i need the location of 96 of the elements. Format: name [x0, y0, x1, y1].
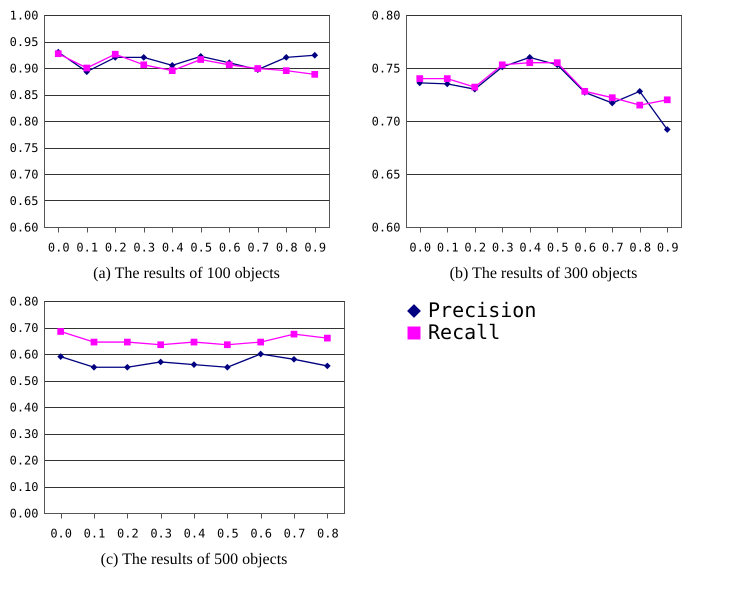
y-tick-label: 0.80	[372, 8, 400, 22]
point	[90, 364, 98, 371]
point	[282, 67, 290, 74]
point	[290, 330, 298, 338]
point	[416, 75, 424, 82]
x-tick-label: 0.2	[104, 240, 127, 254]
text: (c) The results of 500 objects	[100, 551, 288, 568]
x-tick-label: 0.0	[50, 526, 72, 540]
point	[124, 364, 131, 371]
x-tick-label: 0.5	[546, 240, 569, 254]
text: (b) The results of 300 objects	[450, 265, 638, 282]
point	[257, 350, 264, 358]
point	[157, 358, 164, 366]
x-tick-label: 0.5	[190, 240, 212, 254]
x-tick-label: 0.9	[656, 240, 679, 254]
point	[636, 88, 644, 95]
x-tick-label: 0.2	[116, 526, 139, 540]
x-tick-label: 0.3	[150, 526, 172, 540]
point	[498, 61, 506, 68]
x-tick-label: 0.4	[162, 240, 184, 254]
x-tick-label: 0.1	[436, 240, 459, 254]
x-tick-label: 0.6	[250, 526, 272, 540]
y-tick-label: 0.50	[10, 374, 38, 388]
y-tick-label: 0.60	[10, 348, 38, 362]
x-tick-label: 0.7	[602, 240, 624, 254]
y-tick-label: 1.00	[10, 8, 38, 22]
y-tick-label: 0.70	[10, 321, 38, 335]
point	[444, 75, 451, 82]
x-tick-label: 0.6	[574, 240, 596, 254]
x-tick-label: 0.5	[216, 526, 239, 540]
y-tick-label: 0.60	[372, 220, 400, 234]
legend-label: Precision	[428, 298, 536, 322]
y-tick-label: 0.80	[10, 294, 38, 308]
y-tick-label: 0.70	[372, 114, 400, 128]
point	[664, 96, 671, 104]
y-tick-label: 0.75	[372, 62, 400, 76]
y-tick-label: 0.60	[10, 220, 38, 234]
point	[471, 84, 478, 90]
x-tick-label: 0.4	[519, 240, 542, 254]
point	[311, 71, 318, 78]
point	[324, 334, 331, 342]
point	[57, 353, 64, 360]
point	[168, 67, 176, 74]
y-tick-label: 0.65	[372, 168, 400, 182]
x-tick-label: 0.7	[247, 240, 270, 254]
x-tick-label: 0.6	[218, 240, 241, 254]
point	[636, 102, 644, 108]
y-tick-label: 0.20	[10, 454, 38, 468]
x-tick-label: 0.3	[492, 240, 514, 254]
point	[90, 338, 98, 346]
point	[157, 341, 164, 348]
point	[197, 56, 204, 63]
text: (a) The results of 100 objects	[93, 265, 280, 282]
y-tick-label: 0.75	[10, 141, 38, 155]
point	[526, 59, 534, 66]
x-tick-label: 0.8	[629, 240, 652, 254]
y-tick-label: 0.80	[10, 114, 38, 128]
x-tick-label: 0.3	[133, 240, 156, 254]
point	[112, 50, 119, 58]
point	[311, 52, 318, 59]
y-tick-label: 0.95	[10, 35, 38, 49]
y-tick-label: 0.40	[10, 400, 38, 414]
x-tick-label: 0.7	[284, 526, 306, 540]
x-tick-label: 0.0	[409, 240, 432, 254]
x-tick-label: 0.1	[84, 526, 106, 540]
y-tick-label: 0.65	[10, 194, 38, 208]
y-tick-label: 0.85	[10, 88, 38, 102]
x-tick-label: 0.8	[276, 240, 298, 254]
point	[190, 338, 198, 346]
point	[124, 338, 131, 346]
point	[140, 61, 148, 68]
point	[224, 341, 231, 348]
legend-label: Recall	[428, 320, 500, 344]
x-tick-label: 0.1	[76, 240, 98, 254]
y-tick-label: 0.70	[10, 168, 38, 182]
y-tick-label: 0.30	[10, 427, 38, 441]
point	[324, 362, 331, 370]
point	[444, 80, 451, 88]
point	[608, 94, 616, 102]
point	[190, 361, 198, 368]
point	[140, 54, 148, 61]
point	[290, 356, 298, 363]
x-tick-label: 0.4	[184, 526, 206, 540]
x-tick-label: 0.0	[48, 240, 70, 254]
point	[282, 54, 290, 61]
point	[664, 126, 671, 133]
x-tick-label: 0.8	[316, 526, 339, 540]
x-tick-label: 0.2	[464, 240, 486, 254]
y-tick-label: 0.00	[10, 506, 38, 520]
point	[57, 328, 64, 335]
y-tick-label: 0.90	[10, 62, 38, 76]
y-tick-label: 0.10	[10, 480, 38, 494]
point	[257, 338, 264, 346]
point	[224, 364, 231, 371]
x-tick-label: 0.9	[304, 240, 326, 254]
point	[83, 64, 90, 72]
